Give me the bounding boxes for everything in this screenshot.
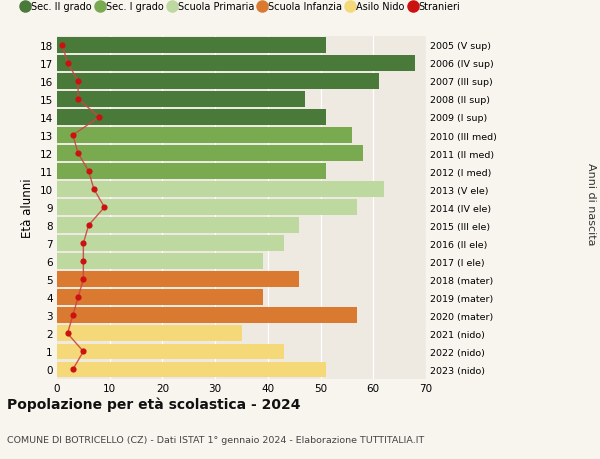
Bar: [57, 182, 384, 198]
Bar: [57, 110, 326, 126]
Legend: Sec. II grado, Sec. I grado, Scuola Primaria, Scuola Infanzia, Asilo Nido, Stran: Sec. II grado, Sec. I grado, Scuola Prim…: [23, 2, 460, 12]
Point: [73, 294, 83, 302]
Point: [73, 78, 83, 85]
Bar: [57, 200, 358, 216]
Text: COMUNE DI BOTRICELLO (CZ) - Dati ISTAT 1° gennaio 2024 - Elaborazione TUTTITALIA: COMUNE DI BOTRICELLO (CZ) - Dati ISTAT 1…: [7, 435, 424, 444]
Bar: [57, 38, 326, 54]
Bar: [57, 362, 326, 378]
Point: [63, 330, 73, 337]
Bar: [57, 218, 299, 234]
Bar: [57, 308, 358, 324]
Point: [68, 312, 77, 319]
Point: [79, 276, 88, 283]
Bar: [57, 272, 299, 288]
Point: [79, 258, 88, 265]
Point: [84, 222, 94, 230]
Bar: [57, 290, 263, 306]
Point: [100, 204, 109, 211]
Bar: [57, 326, 241, 341]
Point: [68, 132, 77, 140]
Point: [79, 348, 88, 355]
Bar: [57, 344, 284, 359]
Point: [68, 366, 77, 373]
Point: [73, 150, 83, 157]
Y-axis label: Età alunni: Età alunni: [21, 178, 34, 237]
Bar: [57, 92, 305, 107]
Bar: [57, 128, 352, 144]
Point: [58, 42, 67, 50]
Point: [73, 96, 83, 103]
Point: [79, 240, 88, 247]
Bar: [57, 164, 326, 179]
Text: Anni di nascita: Anni di nascita: [586, 163, 596, 246]
Point: [94, 114, 104, 121]
Point: [89, 186, 99, 193]
Bar: [57, 74, 379, 90]
Bar: [57, 56, 415, 72]
Bar: [57, 254, 263, 269]
Bar: [57, 236, 284, 252]
Point: [84, 168, 94, 175]
Bar: [57, 146, 363, 162]
Text: Popolazione per età scolastica - 2024: Popolazione per età scolastica - 2024: [7, 397, 301, 412]
Point: [63, 60, 73, 67]
